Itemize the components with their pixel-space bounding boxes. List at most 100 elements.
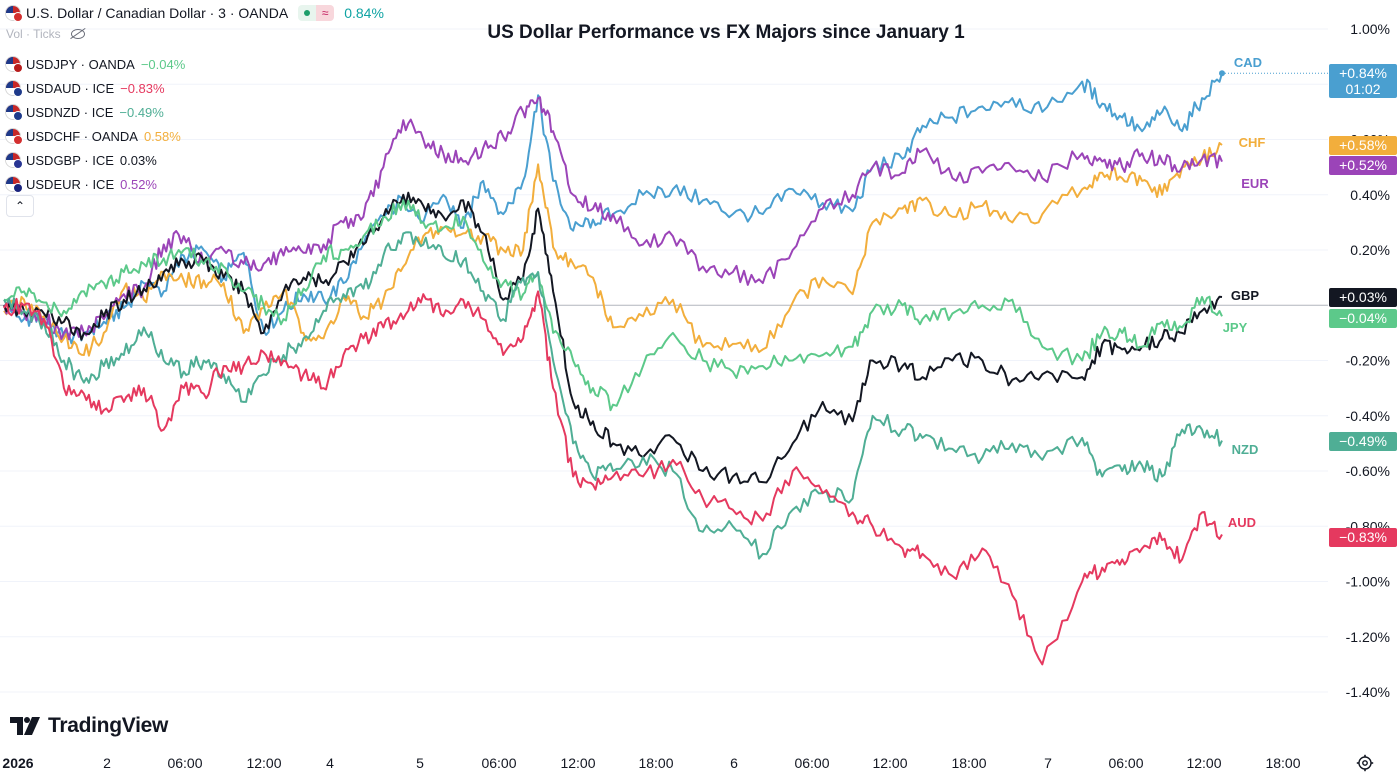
legend-change: 0.58% [143, 128, 181, 144]
price-tag-gbp [1329, 288, 1397, 307]
y-axis: 1.00% 0.40% 0.20% -0.20% -0.40% -0.60% -1.00% -… [1346, 21, 1390, 700]
x-tick-label: 06:00 [167, 755, 202, 771]
us-flag-icon [6, 6, 23, 22]
x-tick-label: 12:00 [246, 755, 281, 771]
volume-indicator[interactable]: Vol · Ticks [6, 27, 85, 41]
price-tag-eur [1329, 156, 1397, 175]
legend-item[interactable]: USDGBP · ICE 0.03% [6, 148, 185, 172]
x-tick-label: 5 [416, 755, 424, 771]
x-tick-label: 2 [103, 755, 111, 771]
legend-change: −0.04% [140, 56, 186, 72]
price-tag-text: +0.84% [1339, 65, 1387, 81]
series-line-eur[interactable] [3, 96, 1223, 341]
series-name-labels: CAD CHF EUR GBP JPY NZD AUD [1223, 55, 1270, 530]
x-tick-label: 12:00 [872, 755, 907, 771]
price-tag-jpy [1329, 309, 1397, 328]
series-name-cad: CAD [1234, 55, 1262, 70]
legend-change: 0.03% [119, 152, 157, 168]
x-axis: 2026 2 06:00 12:00 4 5 06:00 12:00 18:00 6 06:00 12… [2, 755, 1300, 771]
currency-flag-icon [6, 57, 23, 73]
y-tick-label: 1.00% [1350, 21, 1390, 37]
tradingview-wordmark: TradingView [48, 714, 169, 737]
tradingview-logo[interactable]: TradingView [10, 714, 168, 738]
symbol-header: U.S. Dollar / Canadian Dollar · 3 · OAND… [6, 4, 384, 22]
tradingview-logo-icon [10, 717, 40, 735]
legend-change: −0.49% [119, 104, 164, 120]
series-name-chf: CHF [1239, 135, 1266, 150]
hide-eye-icon[interactable] [70, 29, 85, 39]
series-line-cad[interactable] [3, 72, 1223, 345]
legend-change: −0.83% [120, 80, 165, 96]
price-tag-cad [1329, 64, 1397, 98]
series-name-aud: AUD [1228, 515, 1256, 530]
series-name-gbp: GBP [1231, 288, 1260, 303]
y-tick-label: 0.20% [1350, 242, 1390, 258]
price-tag-nzd [1329, 432, 1397, 451]
legend-item[interactable]: USDAUD · ICE −0.83% [6, 76, 185, 100]
symbol-title[interactable]: U.S. Dollar / Canadian Dollar · 3 · OAND… [26, 5, 289, 21]
grid-lines [0, 28, 1328, 693]
series-name-nzd: NZD [1232, 442, 1259, 457]
currency-flag-icon [6, 153, 23, 169]
currency-flag-icon [6, 177, 23, 193]
x-tick-label: 18:00 [638, 755, 673, 771]
volume-label: Vol · Ticks [6, 27, 61, 41]
series-line-chf[interactable] [3, 142, 1223, 357]
price-tag-aud [1329, 528, 1397, 547]
price-tag-chf [1329, 136, 1397, 155]
legend-item[interactable]: USDNZD · ICE −0.49% [6, 100, 185, 124]
price-tag-text: −0.04% [1339, 310, 1387, 326]
series-lines [3, 70, 1328, 666]
y-tick-label: -1.00% [1346, 574, 1390, 590]
legend-symbol: USDNZD · ICE [26, 104, 114, 120]
price-tags: +0.84%01:02 +0.58% +0.52% +0.03% −0.04% −0.49… [1329, 64, 1397, 547]
series-name-eur: EUR [1241, 176, 1269, 191]
legend-change: 0.52% [120, 176, 157, 192]
price-tag-text: −0.49% [1339, 433, 1387, 449]
x-tick-label: 18:00 [951, 755, 986, 771]
legend-symbol: USDEUR · ICE [26, 176, 115, 192]
currency-flag-icon [6, 129, 23, 145]
legend-symbol: USDGBP · ICE [26, 152, 114, 168]
x-tick-label: 7 [1044, 755, 1052, 771]
compare-legend: USDJPY · OANDA −0.04% USDAUD · ICE −0.83% US… [6, 52, 185, 196]
x-tick-label: 18:00 [1265, 755, 1300, 771]
legend-item[interactable]: USDJPY · OANDA −0.04% [6, 52, 185, 76]
legend-symbol: USDAUD · ICE [26, 80, 115, 96]
market-status-pill[interactable]: ≈ [298, 5, 335, 21]
y-tick-label: -0.20% [1346, 353, 1390, 369]
bar-countdown: 01:02 [1345, 81, 1380, 97]
y-tick-label: 0.40% [1350, 187, 1390, 203]
series-name-jpy: JPY [1223, 320, 1248, 335]
x-tick-label: 12:00 [560, 755, 595, 771]
x-tick-label: 12:00 [1186, 755, 1221, 771]
y-tick-label: -0.60% [1346, 463, 1390, 479]
currency-flag-icon [6, 81, 23, 97]
legend-symbol: USDJPY · OANDA [26, 56, 135, 72]
legend-item[interactable]: USDCHF · OANDA 0.58% [6, 124, 185, 148]
price-tag-text: −0.83% [1339, 529, 1387, 545]
series-line-aud[interactable] [3, 290, 1223, 666]
series-line-gbp[interactable] [3, 191, 1223, 485]
symbol-change: 0.84% [344, 5, 384, 21]
legend-item[interactable]: USDEUR · ICE 0.52% [6, 172, 185, 196]
collapse-legend-button[interactable]: ⌃ [6, 195, 34, 217]
y-tick-label: -1.20% [1346, 629, 1390, 645]
x-tick-label: 06:00 [794, 755, 829, 771]
settings-gear-icon[interactable] [1356, 754, 1374, 772]
market-open-icon [298, 5, 317, 21]
currency-flag-icon [6, 105, 23, 121]
y-tick-label: -0.40% [1346, 408, 1390, 424]
price-tag-text: +0.52% [1339, 157, 1387, 173]
price-tag-text: +0.58% [1339, 137, 1387, 153]
y-tick-label: -1.40% [1346, 684, 1390, 700]
series-line-nzd[interactable] [3, 231, 1223, 560]
x-tick-label: 06:00 [1108, 755, 1143, 771]
x-tick-label: 06:00 [481, 755, 516, 771]
delayed-data-icon: ≈ [316, 5, 335, 21]
legend-symbol: USDCHF · OANDA [26, 128, 138, 144]
x-tick-label: 2026 [2, 755, 33, 771]
x-tick-label: 4 [326, 755, 334, 771]
chart-title: US Dollar Performance vs FX Majors since… [487, 22, 965, 43]
